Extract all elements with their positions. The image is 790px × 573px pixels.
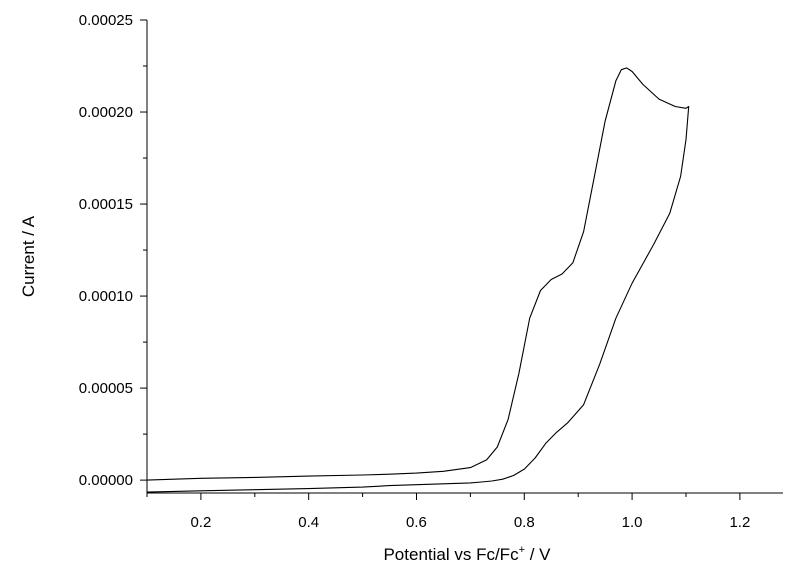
ticks: 0.2 0.4 0.6 0.8 1.0 1.2 0.00000 0.00005 0.00010 0…: [79, 12, 751, 531]
labels: Potential vs Fc/Fc+ / V Current / A: [19, 215, 551, 564]
x-tick-label: 0.6: [406, 514, 427, 531]
y-tick-label: 0.00025: [79, 12, 133, 29]
x-tick-label: 1.0: [622, 514, 643, 531]
y-tick-label: 0.00010: [79, 288, 133, 305]
x-tick-label: 0.8: [514, 514, 535, 531]
x-axis-title: Potential vs Fc/Fc+ / V: [383, 544, 551, 564]
x-axis-title-superscript: +: [519, 544, 525, 556]
x-tick-label: 0.2: [190, 514, 211, 531]
x-axis-title-suffix: / V: [525, 545, 551, 564]
y-axis-title: Current / A: [19, 215, 38, 297]
cv-series-line: [146, 67, 690, 493]
y-tick-label: 0.00005: [79, 380, 133, 397]
x-tick-label: 0.4: [298, 514, 319, 531]
y-tick-label: 0.00020: [79, 104, 133, 121]
y-tick-label: 0.00015: [79, 196, 133, 213]
plot-area: [146, 67, 690, 493]
axes: [146, 20, 783, 494]
x-axis-title-main: Potential vs Fc/Fc: [383, 545, 519, 564]
y-tick-label: 0.00000: [79, 472, 133, 489]
x-tick-label: 1.2: [729, 514, 750, 531]
